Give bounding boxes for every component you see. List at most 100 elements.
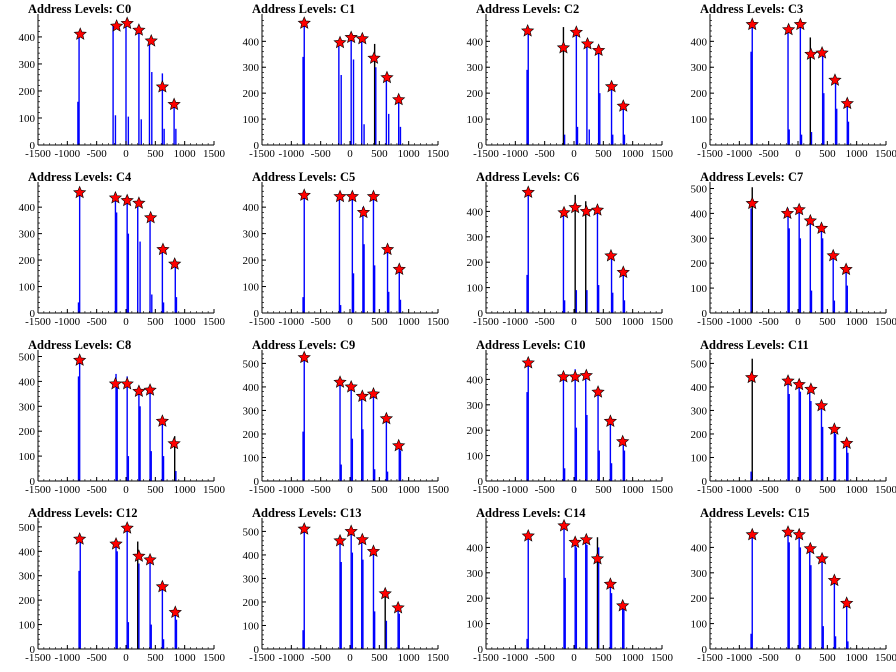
chart-title: Address Levels: C11 — [700, 338, 809, 352]
chart-panel: Address Levels: C14 0 100 200 300 400 -1500 -10… — [448, 504, 674, 672]
y-tick-label: 0 — [478, 308, 484, 320]
y-tick-label: 0 — [254, 140, 260, 152]
peak-star-icon — [840, 596, 854, 609]
peak-star-icon — [815, 46, 829, 59]
peak-star-icon — [344, 30, 358, 44]
chart-title: Address Levels: C9 — [252, 338, 355, 352]
y-tick-label: 300 — [467, 232, 484, 244]
x-tick-label: -1000 — [54, 316, 80, 328]
chart-panel: Address Levels: C4 0 100 200 300 400 -1500 -100… — [0, 168, 226, 336]
peak-star-icon — [745, 370, 759, 384]
peak-star-icon — [792, 527, 806, 541]
x-tick-label: -1000 — [278, 484, 304, 496]
y-tick-label: 100 — [243, 282, 260, 294]
y-tick-label: 400 — [691, 208, 708, 220]
peak-star-icon — [590, 203, 605, 216]
peak-star-icon — [781, 22, 796, 36]
y-tick-label: 300 — [467, 400, 484, 412]
x-tick-label: 1500 — [875, 484, 896, 496]
x-tick-label: -1500 — [473, 148, 499, 160]
x-tick-label: 0 — [347, 316, 353, 328]
peak-star-icon — [557, 205, 571, 219]
peak-star-icon — [579, 204, 593, 218]
x-tick-label: 1000 — [622, 316, 645, 328]
x-tick-label: 500 — [819, 316, 836, 328]
chart-title: Address Levels: C13 — [252, 506, 362, 520]
peak-star-icon — [168, 257, 182, 270]
y-tick-label: 200 — [467, 257, 484, 269]
x-tick-label: -1000 — [502, 316, 528, 328]
x-tick-label: 500 — [147, 484, 164, 496]
x-tick-label: 500 — [371, 484, 388, 496]
y-tick-label: 400 — [19, 376, 36, 388]
peak-star-icon — [814, 398, 829, 412]
peak-star-icon — [344, 524, 358, 538]
peak-star-icon — [132, 384, 146, 398]
peak-star-icon — [109, 19, 124, 32]
y-tick-label: 200 — [243, 597, 260, 609]
peak-star-icon — [792, 377, 806, 391]
x-tick-label: -500 — [87, 148, 108, 160]
peak-star-icon — [521, 528, 535, 542]
chart-panel: Address Levels: C10 0 100 200 300 400 -1500 -10… — [448, 336, 674, 504]
y-tick-label: 0 — [702, 644, 708, 656]
peak-star-icon — [814, 221, 829, 234]
x-tick-label: 1500 — [427, 148, 450, 160]
chart-title: Address Levels: C0 — [28, 2, 131, 16]
peak-star-icon — [132, 23, 146, 36]
y-tick-label: 500 — [243, 358, 260, 370]
y-tick-label: 400 — [691, 382, 708, 394]
x-tick-label: 0 — [123, 148, 129, 160]
chart-svg: Address Levels: C0 0 100 200 300 400 -1500 -100… — [19, 2, 226, 160]
peak-star-icon — [73, 27, 87, 40]
chart-panel: Address Levels: C2 0 100 200 300 400 -1500 -100… — [448, 0, 674, 168]
peak-star-icon — [132, 196, 146, 209]
y-tick-label: 300 — [19, 59, 36, 71]
x-tick-label: -500 — [87, 652, 108, 664]
x-tick-label: -1000 — [726, 148, 752, 160]
chart-title: Address Levels: C4 — [28, 170, 132, 184]
x-tick-label: 1000 — [622, 148, 645, 160]
x-tick-label: -1500 — [697, 316, 723, 328]
x-tick-label: 0 — [795, 652, 801, 664]
y-tick-label: 300 — [467, 568, 484, 580]
x-tick-label: -1500 — [473, 484, 499, 496]
chart-title: Address Levels: C3 — [700, 2, 803, 16]
chart-title: Address Levels: C15 — [700, 506, 810, 520]
y-tick-label: 400 — [467, 206, 484, 218]
chart-svg: Address Levels: C13 0 100 200 300 400 500 -1500… — [243, 506, 450, 664]
x-tick-label: 500 — [819, 484, 836, 496]
peak-star-icon — [826, 248, 840, 262]
peak-star-icon — [73, 185, 87, 199]
y-tick-label: 300 — [467, 62, 484, 74]
x-tick-label: 0 — [795, 148, 801, 160]
y-tick-label: 0 — [702, 476, 708, 488]
chart-svg: Address Levels: C15 0 100 200 300 400 -1500 -10… — [691, 506, 896, 664]
chart-svg: Address Levels: C2 0 100 200 300 400 -1500 -100… — [467, 2, 674, 160]
y-tick-label: 300 — [691, 233, 708, 245]
peak-star-icon — [568, 369, 582, 383]
x-tick-label: 0 — [123, 484, 129, 496]
peak-star-icon — [590, 551, 605, 565]
peak-star-icon — [780, 206, 795, 220]
x-tick-label: -1500 — [249, 652, 275, 664]
x-tick-label: 0 — [571, 316, 577, 328]
peak-star-icon — [804, 47, 818, 60]
y-tick-label: 200 — [691, 258, 708, 270]
x-tick-label: -1000 — [502, 652, 528, 664]
peak-star-icon — [591, 385, 605, 398]
chart-title: Address Levels: C12 — [28, 506, 138, 520]
y-tick-label: 400 — [243, 382, 260, 394]
y-tick-label: 300 — [243, 405, 260, 417]
chart-panel: Address Levels: C6 0 100 200 300 400 -1500 -100… — [448, 168, 674, 336]
peak-star-icon — [144, 33, 158, 47]
peak-star-icon — [109, 537, 123, 550]
peak-star-icon — [840, 436, 854, 450]
chart-svg: Address Levels: C10 0 100 200 300 400 -1500 -10… — [467, 338, 674, 496]
x-tick-label: 1000 — [622, 484, 645, 496]
peak-star-icon — [828, 73, 842, 86]
x-tick-label: -500 — [535, 316, 556, 328]
x-tick-label: -1000 — [54, 484, 80, 496]
x-tick-label: 500 — [819, 148, 836, 160]
